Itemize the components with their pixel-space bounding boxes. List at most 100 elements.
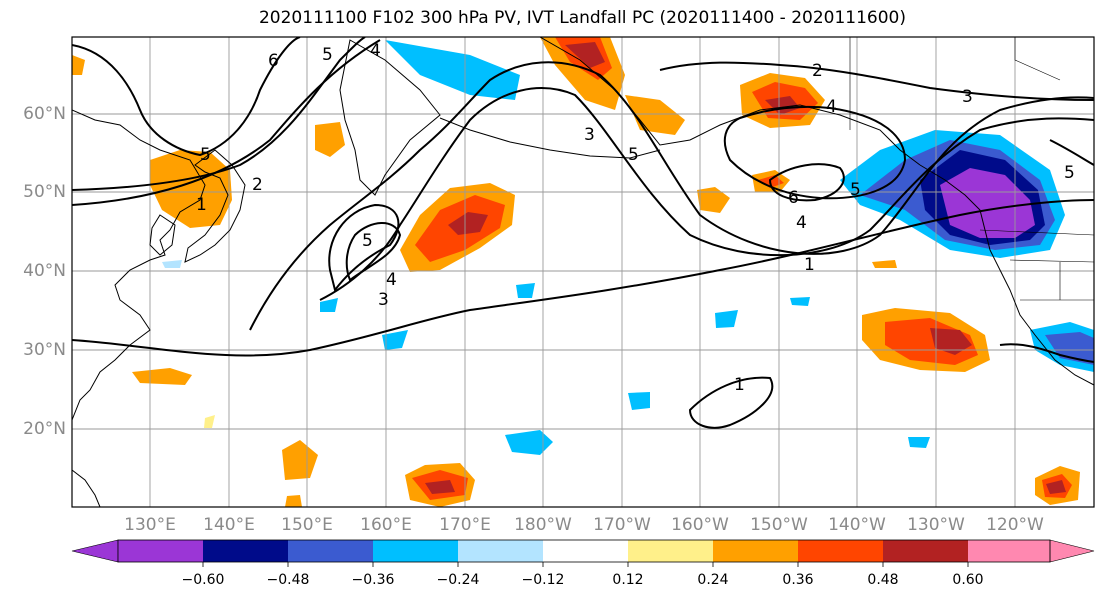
philippines-coastline — [72, 469, 101, 507]
contour-label: 1 — [196, 195, 207, 215]
pos-anomaly-blob — [315, 122, 345, 157]
pos-anomaly-blob — [765, 96, 800, 115]
contour-label: 2 — [812, 61, 823, 81]
colorbar-tick-label: −0.24 — [436, 572, 480, 588]
neg-anomaly-blob — [790, 297, 810, 306]
pos-anomaly-blob — [697, 187, 730, 213]
lat-label: 60°N — [23, 104, 66, 124]
contour-label: 4 — [826, 97, 837, 117]
contour-line — [72, 37, 301, 157]
neg-anomaly-blob — [715, 310, 738, 328]
neg-anomaly-blob — [382, 330, 408, 350]
neg-anomaly-blob — [940, 168, 1035, 238]
colorbar-tick-label: −0.48 — [266, 572, 310, 588]
pos-anomaly-blob — [72, 55, 85, 75]
colorbar-tick-label: −0.12 — [521, 572, 565, 588]
colorbar-tick-label: 0.48 — [867, 572, 899, 588]
colorbar-segment — [203, 540, 288, 562]
contour-label: 4 — [796, 213, 807, 233]
japan-coastline — [184, 149, 246, 263]
lon-label: 130°E — [124, 515, 176, 535]
neg-anomaly-blob — [908, 437, 930, 448]
contour-label: 5 — [362, 231, 373, 251]
colorbar-segment — [118, 540, 203, 562]
contour-label: 5 — [200, 145, 211, 165]
colorbar-segment — [373, 540, 458, 562]
colorbar-tick-label: 0.24 — [697, 572, 729, 588]
contour-line — [999, 343, 1094, 363]
korea-coastline — [149, 214, 176, 256]
contour-label: 5 — [322, 45, 333, 65]
neg-anomaly-blob — [320, 298, 338, 312]
lon-label: 140°E — [203, 515, 255, 535]
neg-anomaly-blob — [385, 40, 520, 100]
neg-anomaly-blob — [516, 283, 535, 298]
lon-label: 170°W — [593, 515, 651, 535]
lon-label: 120°W — [986, 515, 1044, 535]
lat-label: 40°N — [23, 261, 66, 281]
ivt-shading — [72, 37, 1094, 507]
lat-label: 50°N — [23, 182, 66, 202]
borders — [849, 37, 1094, 301]
lon-label: 160°W — [671, 515, 729, 535]
contour-line — [72, 39, 381, 206]
contour-label: 3 — [584, 125, 595, 145]
colorbar-tick-label: 0.36 — [782, 572, 814, 588]
colorbar-segment — [458, 540, 543, 562]
lon-label: 130°W — [907, 515, 965, 535]
coastlines — [72, 37, 1094, 507]
neg-anomaly-blob — [1045, 332, 1094, 365]
pos-anomaly-blob — [285, 495, 302, 507]
asia-coastline — [72, 109, 206, 421]
colorbar-segment — [288, 540, 373, 562]
contour-label: 2 — [252, 175, 263, 195]
colorbar-high-extend — [1049, 539, 1095, 563]
contour-line — [319, 87, 1094, 301]
pos-anomaly-blob — [425, 480, 455, 494]
colorbar-segment — [628, 540, 713, 562]
map-plot-area: 6 5 4 1 2 5 4 3 5 3 5 2 3 4 6 4 5 1 5 1 — [72, 37, 1094, 507]
pos-anomaly-blob — [625, 95, 685, 135]
colorbar-segment — [883, 540, 968, 562]
contour-label: 5 — [1064, 163, 1075, 183]
contour-line — [345, 222, 402, 282]
neg-anomaly-blob — [505, 430, 553, 455]
contour-label: 3 — [378, 290, 389, 310]
colorbar-tick-label: −0.36 — [351, 572, 395, 588]
colorbar — [71, 539, 1095, 567]
contour-line — [659, 61, 1094, 101]
pos-anomaly-blob — [1046, 480, 1066, 494]
contour-line — [768, 163, 845, 202]
contour-line — [328, 203, 400, 293]
colorbar-low-extend — [71, 539, 119, 563]
lon-label: 180°W — [514, 515, 572, 535]
contour-label: 5 — [628, 145, 639, 165]
lon-label: 150°E — [281, 515, 333, 535]
contour-label: 5 — [850, 180, 861, 200]
lon-label: 140°W — [828, 515, 886, 535]
colorbar-segment — [713, 540, 798, 562]
contour-label: 6 — [788, 188, 799, 208]
colorbar-segment — [798, 540, 883, 562]
neg-anomaly-blob — [162, 260, 182, 268]
lon-label: 150°W — [750, 515, 808, 535]
contour-label: 6 — [268, 51, 279, 71]
neg-anomaly-blob — [628, 392, 650, 410]
lon-label: 160°E — [360, 515, 412, 535]
colorbar-tick-label: 0.60 — [952, 572, 984, 588]
pos-anomaly-blob — [282, 440, 318, 480]
map-frame — [71, 36, 1095, 508]
pv-contours — [72, 37, 1094, 429]
pos-anomaly-blob — [204, 415, 215, 428]
contour-line — [72, 199, 1094, 357]
lat-label: 30°N — [23, 340, 66, 360]
colorbar-segment — [543, 540, 628, 562]
na-west-coastline — [919, 164, 1094, 386]
contour-labels: 6 5 4 1 2 5 4 3 5 3 5 2 3 4 6 4 5 1 5 1 — [196, 41, 1075, 395]
contour-line — [72, 37, 366, 191]
contour-line — [723, 105, 907, 200]
contour-label: 3 — [962, 87, 973, 107]
pos-anomaly-blob — [448, 212, 488, 235]
colorbar-segment — [968, 540, 1050, 562]
